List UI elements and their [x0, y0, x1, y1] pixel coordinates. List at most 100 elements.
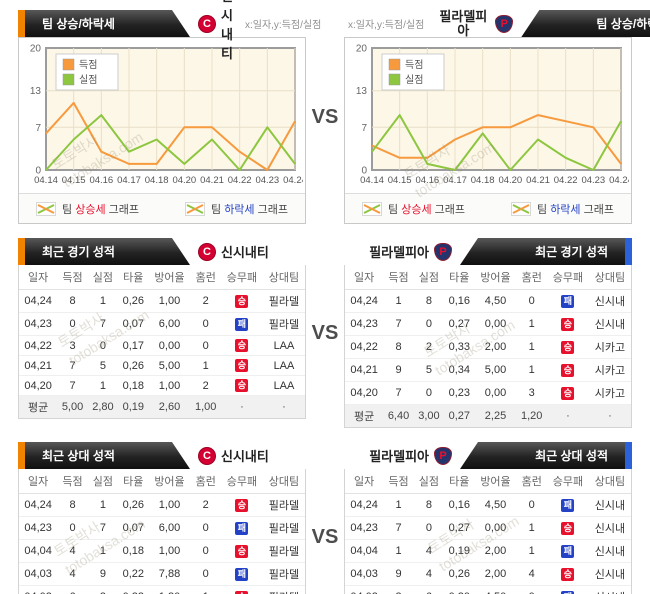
table-row: 04,02360,204,500 패 신시내	[345, 585, 631, 594]
chart-legend-label: 실점	[79, 74, 97, 86]
loss-badge: 패	[561, 544, 575, 558]
x-tick-label: 04.24	[609, 175, 629, 186]
y-tick-label: 7	[35, 123, 41, 134]
result-cell: 패	[546, 493, 589, 517]
h2h-panel-header-away: 필라델피아 P 최근 상대 성적	[344, 442, 632, 469]
h2h-panel-philadelphia: 필라델피아 P 최근 상대 성적 일자 득점 실점 타율 방어율 홈런 승무패 상대팀 04,2…	[344, 442, 632, 594]
column-header: 타율	[444, 469, 475, 494]
win-badge: 승	[235, 544, 249, 558]
spacer	[344, 442, 361, 469]
x-tick-label: 04.23	[581, 175, 605, 186]
win-badge: 승	[561, 317, 575, 331]
home-runs-cell: 1	[190, 585, 221, 594]
section-tab-trend-away: 팀 상승/하락세	[521, 10, 650, 37]
column-header: 득점	[57, 265, 88, 290]
batting-avg-cell: 0,16	[444, 493, 475, 517]
recent-table-home: 일자 득점 실점 타율 방어율 홈런 승무패 상대팀 04,24 8 1 0,26 1,00 2 승 필라델 0…	[18, 265, 306, 419]
average-cell: 0,27	[444, 404, 475, 427]
score-line	[371, 114, 622, 165]
concede-legend-swatch	[388, 73, 401, 86]
team-name-home: 신시내티	[221, 245, 269, 260]
stats-table: 일자 득점 실점 타율 방어율 홈런 승무패 상대팀 04,24 1 8 0,16 4,50 0 패 신시내 0…	[345, 469, 631, 594]
date-cell: 04,23	[19, 516, 58, 540]
column-header: 홈런	[516, 265, 547, 290]
x-tick-label: 04.24	[283, 175, 303, 186]
home-runs-cell: 0	[190, 516, 221, 540]
y-tick-label: 20	[30, 44, 42, 55]
table-row: 04,24 1 8 0,16 4,50 0 패 신시내	[345, 289, 631, 313]
chart-legend-label: 실점	[405, 74, 423, 86]
table-row: 04,24 1 8 0,16 4,50 0 패 신시내	[345, 493, 631, 517]
x-tick-label: 04.22	[228, 175, 252, 186]
home-runs-cell: 1	[516, 516, 547, 540]
concede-legend-swatch	[62, 73, 75, 86]
y-tick-label: 0	[35, 166, 41, 177]
opponent-cell: 필라델	[262, 585, 305, 594]
table-row: 04,24 8 1 0,26 1,00 2 승 필라델	[19, 289, 305, 313]
column-header: 방어율	[148, 265, 191, 290]
team-identity-away: 필라델피아 P	[361, 442, 460, 469]
axis-note-away: x:일자,y:득점/실점	[348, 20, 425, 31]
date-cell: 04,20	[345, 381, 384, 405]
column-header: 득점	[383, 265, 414, 290]
result-cell: 승	[546, 562, 589, 586]
era-cell: 1,00	[148, 493, 191, 517]
trend-chart-away: 0 7 13 20 04.14 04.15 04.16 04.17 04.18 04.20 04.2…	[345, 38, 633, 193]
home-runs-cell: 0	[190, 562, 221, 586]
result-cell: 승	[546, 516, 589, 540]
average-row: 평균 5,00 2,80 0,19 2,60 1,00 · ·	[19, 395, 305, 418]
section-tab-label: 최근 상대 성적	[42, 449, 115, 463]
batting-avg-cell: 0,26	[118, 355, 149, 376]
vs-label-h2h: VS	[311, 525, 339, 548]
plot-area	[371, 47, 622, 171]
axis-note-home: x:일자,y:득점/실점	[244, 20, 322, 31]
recent-panel-header-home: 최근 경기 성적 C 신시내티	[18, 238, 306, 265]
h2h-table-away: 일자 득점 실점 타율 방어율 홈런 승무패 상대팀 04,24 1 8 0,16 4,50 0 패 신시내 0…	[344, 469, 632, 594]
team-name-home: 신시내티	[221, 0, 233, 61]
section-tab-h2h-home: 최근 상대 성적	[18, 442, 190, 469]
charts-row: 팀 상승/하락세 C 신시내티 x:일자,y:득점/실점 0 7 13 20 04.14…	[18, 0, 650, 224]
stats-table: 일자 득점 실점 타율 방어율 홈런 승무패 상대팀 04,24 8 1 0,26 1,00 2 승 필라델 0…	[19, 469, 305, 594]
average-cell: 1,20	[516, 404, 547, 427]
column-header: 승무패	[220, 469, 263, 494]
column-header: 일자	[345, 469, 384, 494]
spacer	[277, 442, 306, 469]
trend-chart-svg: 0 7 13 20 04.14 04.15 04.16 04.17 04.18 04.20 04.2…	[30, 44, 307, 187]
era-cell: 4,50	[474, 289, 517, 313]
x-tick-label: 04.14	[360, 175, 384, 186]
average-cell: 0,19	[118, 395, 149, 418]
score-cell: 1	[383, 493, 414, 517]
date-cell: 04,24	[19, 493, 58, 517]
column-header: 실점	[87, 469, 119, 494]
opponent-cell: 신시내	[588, 312, 631, 336]
concede-line	[371, 114, 622, 171]
score-legend-swatch	[388, 58, 401, 71]
score-cell: 7	[57, 375, 88, 396]
win-badge: 승	[235, 379, 249, 392]
era-cell: 1,00	[148, 375, 191, 396]
home-runs-cell: 1	[516, 312, 547, 336]
trend-chart-home: 0 7 13 20 04.14 04.15 04.16 04.17 04.18 04.20 04.2…	[19, 38, 307, 193]
h2h-panel-header-home: 최근 상대 성적 C 신시내티	[18, 442, 306, 469]
vs-label-charts: VS	[311, 105, 339, 128]
y-tick-label: 13	[356, 86, 368, 97]
team-name-away: 필라델피아	[369, 449, 429, 464]
team-name-away: 필라델피아	[369, 245, 429, 260]
column-header: 실점	[413, 265, 445, 290]
conceded-cell: 1	[87, 493, 119, 517]
team-identity-home: C 신시내티	[190, 442, 277, 469]
y-tick-label: 20	[356, 44, 368, 55]
loss-badge: 패	[235, 521, 249, 535]
score-cell: 7	[383, 381, 414, 405]
cincinnati-reds-logo: C	[198, 14, 216, 33]
column-header: 상대팀	[588, 265, 631, 290]
era-cell: 2,00	[474, 335, 517, 359]
conceded-cell: 2	[413, 335, 445, 359]
loss-badge: 패	[561, 294, 575, 308]
batting-avg-cell: 0,16	[444, 289, 475, 313]
table-header-row: 일자 득점 실점 타율 방어율 홈런 승무패 상대팀	[19, 469, 305, 494]
section-tab-recent-away: 최근 경기 성적	[460, 238, 632, 265]
conceded-cell: 7	[87, 312, 119, 336]
table-row: 04,23 7 0 0,27 0,00 1 승 신시내	[345, 312, 631, 336]
legend-rise-text: 팀 상승세 그래프	[388, 203, 465, 216]
